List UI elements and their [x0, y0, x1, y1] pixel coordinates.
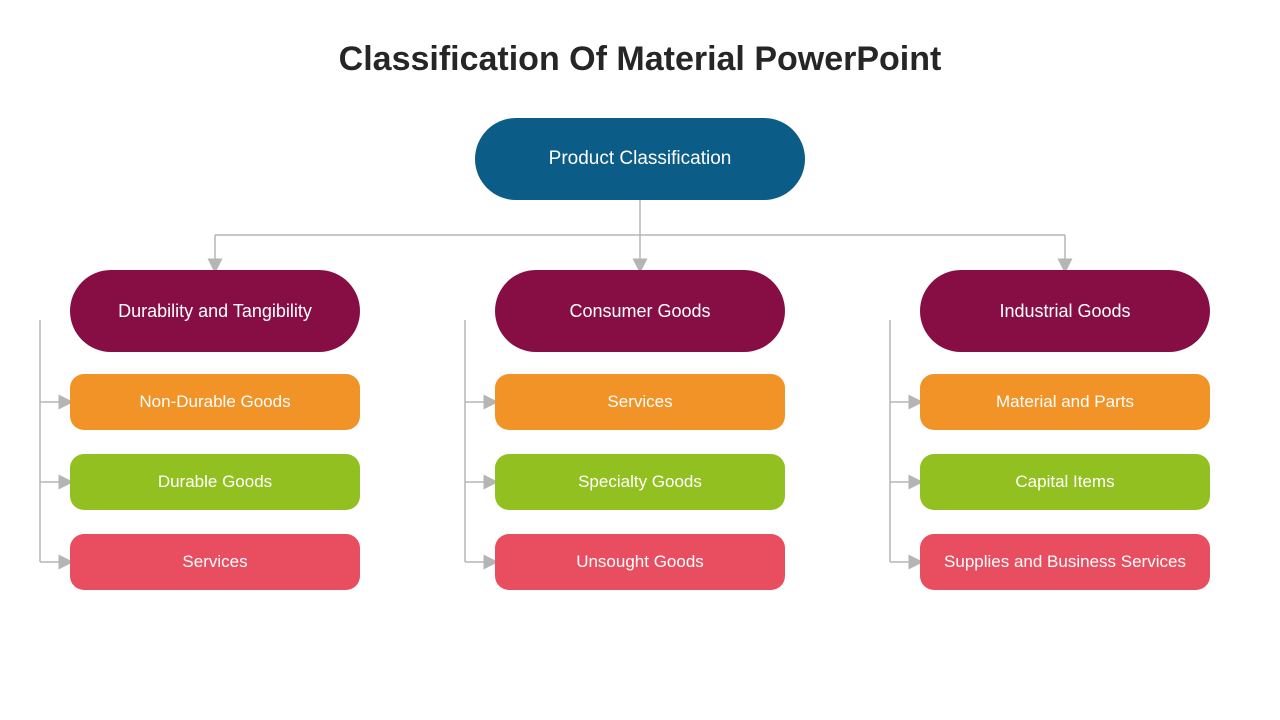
- leaf-node-0-1: Durable Goods: [70, 454, 360, 510]
- branch-node-1: Consumer Goods: [495, 270, 785, 352]
- leaf-node-1-0: Services: [495, 374, 785, 430]
- root-node: Product Classification: [475, 118, 805, 200]
- leaf-node-2-0: Material and Parts: [920, 374, 1210, 430]
- branch-node-2: Industrial Goods: [920, 270, 1210, 352]
- leaf-node-2-1: Capital Items: [920, 454, 1210, 510]
- leaf-node-1-1: Specialty Goods: [495, 454, 785, 510]
- leaf-node-1-2: Unsought Goods: [495, 534, 785, 590]
- connectors-svg: [0, 0, 1280, 720]
- leaf-node-2-2: Supplies and Business Services: [920, 534, 1210, 590]
- leaf-node-0-2: Services: [70, 534, 360, 590]
- leaf-node-0-0: Non-Durable Goods: [70, 374, 360, 430]
- branch-node-0: Durability and Tangibility: [70, 270, 360, 352]
- diagram-container: Product Classification Durability and Tan…: [0, 0, 1280, 720]
